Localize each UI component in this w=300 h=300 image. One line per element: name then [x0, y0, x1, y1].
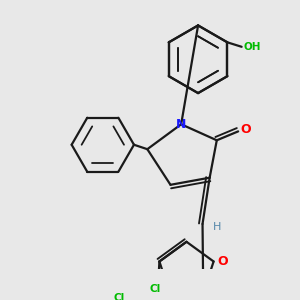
Text: H: H — [213, 222, 222, 232]
Text: O: O — [217, 255, 228, 268]
Text: N: N — [176, 118, 186, 131]
Text: O: O — [240, 123, 250, 136]
Text: Cl: Cl — [149, 284, 161, 294]
Text: Cl: Cl — [113, 292, 124, 300]
Text: OH: OH — [243, 42, 261, 52]
